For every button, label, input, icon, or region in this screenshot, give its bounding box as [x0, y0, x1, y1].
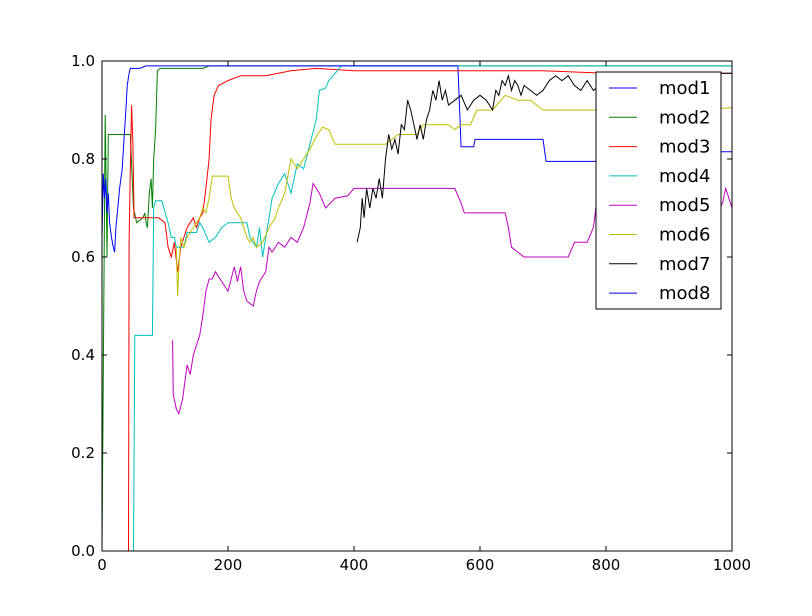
series-line-mod8 [102, 65, 458, 253]
y-tick-label: 0.2 [71, 444, 95, 462]
x-tick-label: 0 [97, 556, 107, 574]
legend-label: mod3 [659, 137, 710, 158]
x-tick-label: 600 [466, 556, 495, 574]
y-tick-label: 1.0 [71, 52, 95, 70]
legend-label: mod5 [659, 195, 710, 216]
x-axis: 0 200 400 600 800 1000 [97, 61, 751, 574]
series-line-mod6 [175, 94, 732, 297]
y-tick-label: 0.8 [71, 150, 95, 168]
y-tick-label: 0.6 [71, 248, 95, 266]
legend: mod1 mod2 mod3 mod4 mod5 mod6 mod7 mod8 [595, 71, 722, 310]
legend-label: mod7 [659, 254, 710, 275]
y-axis: 0.0 0.2 0.4 0.6 0.8 1.0 [71, 52, 732, 560]
legend-label: mod1 [659, 78, 710, 99]
series-line-mod7 [356, 72, 732, 243]
x-tick-label: 400 [340, 556, 369, 574]
legend-label: mod2 [659, 107, 710, 128]
x-tick-label: 1000 [713, 556, 751, 574]
y-tick-label: 0.0 [71, 542, 95, 560]
axes-frame [101, 60, 733, 552]
x-tick-label: 800 [592, 556, 621, 574]
legend-label: mod4 [659, 166, 710, 187]
legend-label: mod8 [659, 283, 710, 304]
series-line-mod4 [130, 65, 732, 551]
y-tick-label: 0.4 [71, 346, 95, 364]
x-tick-label: 200 [214, 556, 243, 574]
plot-lines [102, 65, 732, 551]
legend-label: mod6 [659, 225, 710, 246]
legend-box [595, 71, 722, 310]
series-line-mod3 [128, 67, 732, 551]
